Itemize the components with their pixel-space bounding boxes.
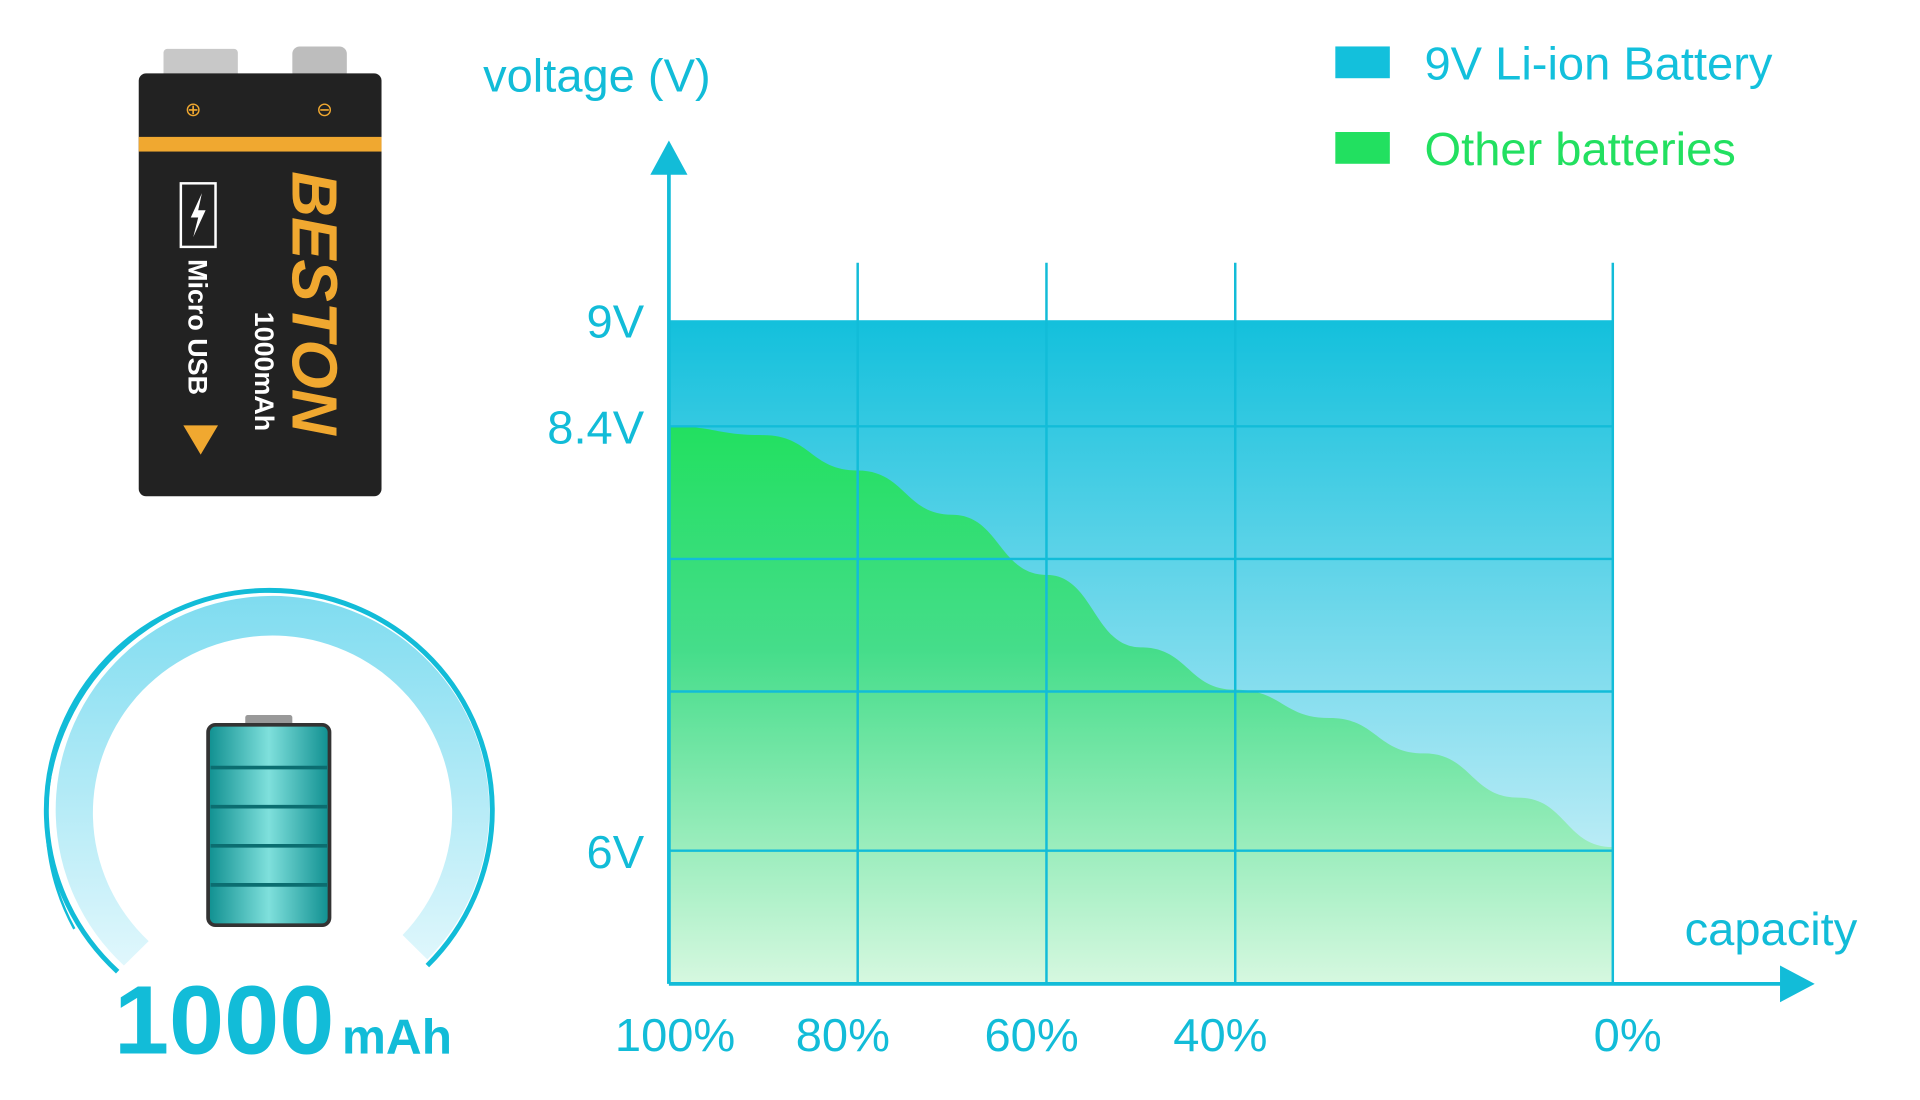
battery-product-image: ⊕ ⊖ BESTON 1000mAh Micro USB [138, 46, 382, 497]
gauge-unit: mAh [342, 1010, 452, 1065]
legend: 9V Li-ion Battery Other batteries [1335, 38, 1773, 175]
plus-icon: ⊕ [185, 99, 202, 121]
capacity-label: 1000mAh [249, 312, 280, 432]
gauge-value: 1000 [114, 965, 334, 1074]
arrow-down-icon [183, 425, 219, 455]
legend-label-liion: 9V Li-ion Battery [1425, 38, 1774, 90]
y-tick-label: 6V [587, 826, 645, 878]
x-tick-label: 0% [1594, 1009, 1662, 1061]
charge-icon [179, 182, 217, 249]
legend-label-other: Other batteries [1425, 123, 1736, 175]
capacity-gauge: 1000 mAh [43, 587, 495, 1074]
port-label: Micro USB [182, 259, 213, 395]
legend-swatch-other [1335, 132, 1390, 164]
y-axis-arrow-icon [650, 140, 688, 175]
series-other-area [668, 426, 1613, 984]
battery-terminal-positive [163, 48, 238, 80]
legend-swatch-liion [1335, 46, 1390, 79]
discharge-chart: voltage (V) capacity 100% 80% 60% 40% 0% 9V 8.… [483, 38, 1858, 1061]
y-axis-label: voltage (V) [483, 50, 711, 102]
x-tick-label: 60% [984, 1009, 1078, 1061]
minus-icon: ⊖ [316, 99, 333, 121]
brand-logo: BESTON [278, 171, 350, 436]
y-tick-label: 8.4V [547, 402, 644, 454]
x-tick-label: 40% [1173, 1009, 1267, 1061]
x-tick-label: 80% [796, 1009, 890, 1061]
x-tick-label: 100% [615, 1009, 735, 1061]
x-axis-arrow-icon [1780, 965, 1815, 1003]
battery-level-icon [206, 722, 332, 928]
battery-stripe [138, 136, 382, 152]
x-axis-label: capacity [1685, 903, 1858, 955]
y-tick-label: 9V [587, 296, 645, 348]
battery-body [138, 73, 382, 497]
gauge-arc [55, 595, 490, 966]
battery-terminal-negative [292, 46, 347, 80]
